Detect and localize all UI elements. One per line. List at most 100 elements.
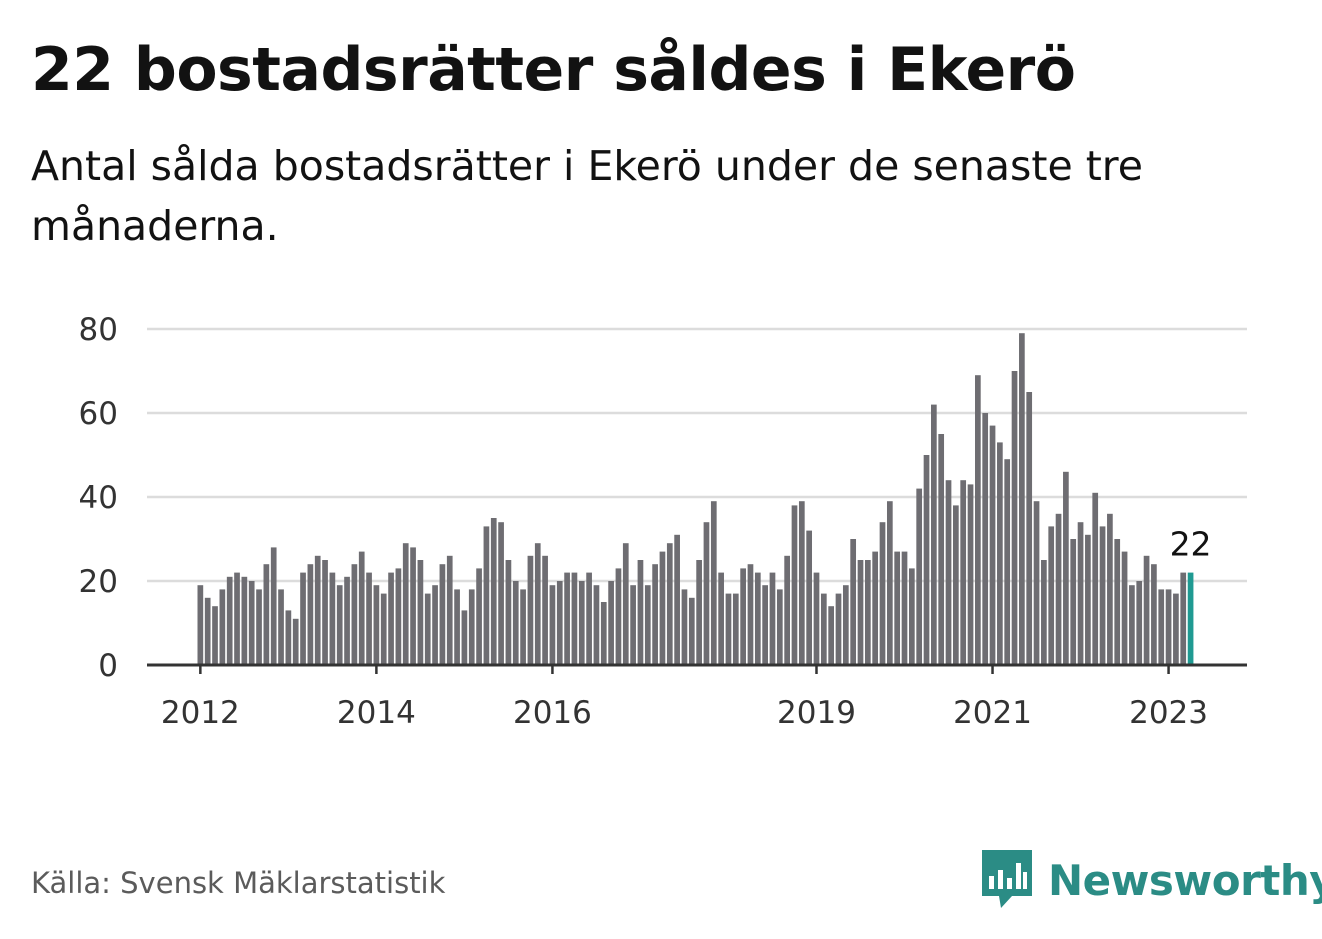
x-axis-ticks: 2012 2014 2016 2019 2021 2023: [161, 665, 1208, 731]
bar: [960, 480, 967, 665]
bar: [204, 597, 211, 665]
x-tick-label: 2012: [161, 695, 240, 731]
bar: [857, 560, 864, 665]
bar: [791, 505, 798, 665]
bar: [1019, 333, 1025, 665]
bar: [688, 597, 695, 665]
bar: [864, 560, 871, 665]
bar: [219, 589, 226, 665]
bar: [586, 572, 592, 665]
bar: [1165, 589, 1172, 665]
bar: [307, 564, 314, 665]
x-tick-label: 2019: [777, 695, 856, 731]
brand-name: Newsworthy: [1048, 855, 1322, 905]
bar: [322, 560, 328, 665]
bar: [410, 547, 416, 665]
bar: [314, 555, 321, 665]
bar: [630, 585, 636, 665]
bar: [872, 551, 879, 665]
bar: [292, 618, 299, 665]
bar: [916, 488, 923, 665]
bar: [439, 564, 446, 665]
bar: [1129, 585, 1135, 665]
bar: [798, 501, 805, 665]
bar: [263, 564, 270, 665]
y-tick-label: 20: [79, 564, 118, 600]
bar: [549, 585, 556, 665]
bar: [997, 442, 1003, 665]
bar: [953, 505, 959, 665]
bar: [388, 572, 394, 665]
bar: [975, 375, 981, 665]
bar: [886, 501, 893, 665]
bar: [666, 543, 673, 665]
x-tick-label: 2021: [953, 695, 1032, 731]
bar: [1143, 555, 1150, 665]
bar: [373, 585, 380, 665]
bar: [725, 593, 732, 665]
bar: [850, 539, 857, 665]
bar: [402, 543, 409, 665]
bar: [1151, 564, 1157, 665]
bar: [1041, 560, 1047, 665]
y-tick-label: 0: [98, 648, 118, 684]
bar: [395, 568, 402, 665]
newsworthy-logo[interactable]: Newsworthy: [982, 848, 1322, 912]
bar: [256, 589, 262, 665]
bar: [1033, 501, 1040, 665]
bar: [1092, 492, 1099, 665]
bar: [784, 555, 790, 665]
bar: [652, 564, 658, 665]
bar: [622, 543, 629, 665]
y-axis-ticks: 0 20 40 60 80: [79, 312, 118, 684]
bar: [241, 576, 248, 665]
bar: [820, 593, 827, 665]
bar: [835, 593, 842, 665]
bar: [615, 568, 622, 665]
bar: [366, 572, 372, 665]
bar: [1180, 572, 1187, 665]
bar: [446, 555, 453, 665]
bar: [982, 413, 989, 665]
bar: [703, 522, 710, 665]
bar: [637, 560, 644, 665]
bar: [1085, 534, 1091, 665]
bar: [351, 564, 358, 665]
bar: [740, 568, 746, 665]
bar: [505, 560, 512, 665]
bar: [498, 522, 504, 665]
bar: [1077, 522, 1084, 665]
chart-title: 22 bostadsrätter såldes i Ekerö: [31, 35, 1076, 105]
bar: [754, 572, 761, 665]
bar: [1070, 539, 1077, 665]
bar: [769, 572, 776, 665]
bar: [776, 589, 783, 665]
bar: [696, 560, 702, 665]
bar: [644, 585, 651, 665]
bar: [1158, 589, 1165, 665]
bar: [542, 555, 548, 665]
bar: [747, 564, 754, 665]
bar: [424, 593, 431, 665]
bar: [1055, 513, 1062, 665]
bar: [1063, 471, 1069, 665]
y-tick-label: 60: [79, 396, 118, 432]
bar: [527, 555, 534, 665]
bar: [1107, 513, 1113, 665]
bar: [879, 522, 886, 665]
bar: [212, 606, 218, 665]
bar: [520, 589, 526, 665]
bar: [1004, 459, 1011, 665]
bar: [938, 434, 945, 665]
bar: [828, 606, 835, 665]
bar: [571, 572, 578, 665]
bar-chart-speech-bubble-icon: [982, 850, 1032, 908]
x-tick-label: 2014: [337, 695, 416, 731]
bar: [285, 610, 292, 665]
bar: [336, 585, 343, 665]
bar: [1048, 526, 1055, 665]
bars: [197, 333, 1194, 665]
bar: [1114, 539, 1121, 665]
bar: [593, 585, 600, 665]
bar: [945, 480, 952, 665]
